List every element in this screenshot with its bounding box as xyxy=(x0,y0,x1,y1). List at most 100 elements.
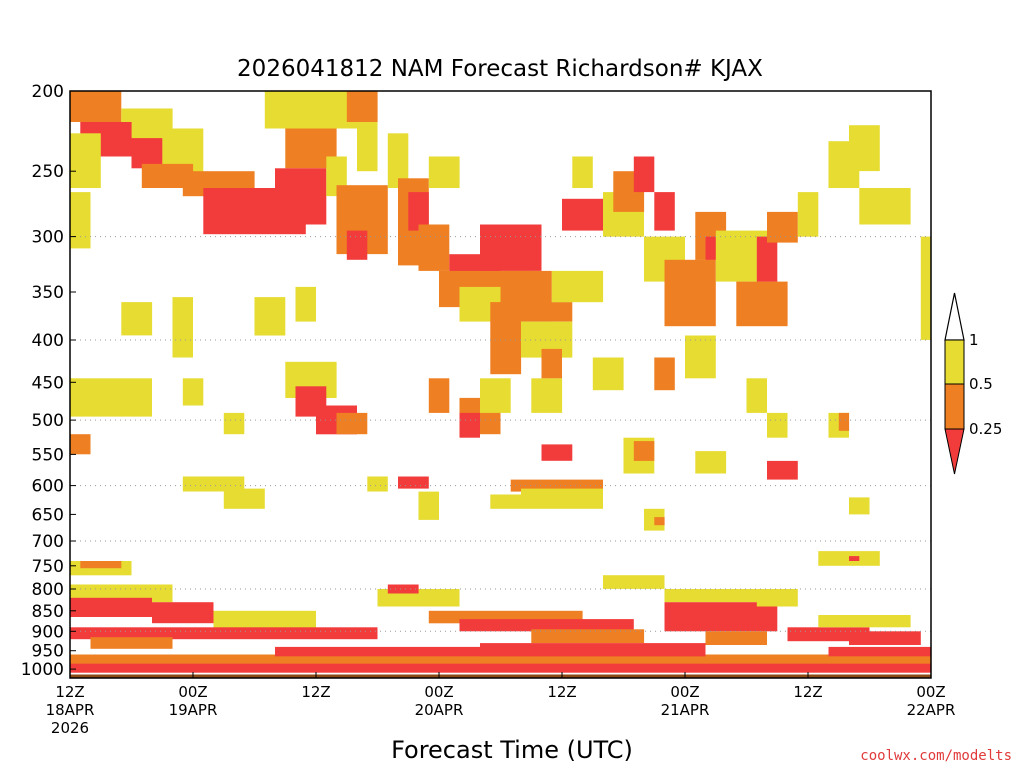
gridlines xyxy=(70,236,931,632)
ri-cell-high xyxy=(70,378,152,417)
ri-cell-high xyxy=(121,302,153,336)
ri-cell-high xyxy=(797,192,819,237)
ri-cell-mid xyxy=(838,412,850,431)
ri-cell-high xyxy=(920,236,931,340)
ri-cell-low xyxy=(387,584,419,594)
ri-cell-high xyxy=(223,412,245,435)
ri-cell-high xyxy=(418,491,439,520)
y-tick-label: 1000 xyxy=(21,660,64,680)
ri-cell-mid xyxy=(90,637,173,649)
ri-cell-low xyxy=(849,631,921,645)
y-tick-label: 350 xyxy=(32,283,64,303)
ri-cell-low xyxy=(633,156,655,193)
ri-cell-low xyxy=(480,224,542,271)
ri-cell-mid xyxy=(346,91,378,122)
ri-cell-high xyxy=(357,122,378,172)
ri-cell-high xyxy=(664,589,767,603)
ri-cell-high xyxy=(428,156,460,188)
y-tick-label: 500 xyxy=(32,411,64,431)
ri-cell-high xyxy=(295,286,316,322)
ri-cell-low xyxy=(275,168,327,225)
ri-cell-low xyxy=(459,619,634,632)
y-tick-label: 200 xyxy=(32,82,64,102)
x-tick-label: 12Z xyxy=(301,683,330,701)
ri-cell-high xyxy=(264,91,358,129)
y-tick-label: 400 xyxy=(32,331,64,351)
x-tick-label: 12Z xyxy=(793,683,822,701)
x-tick-label: 12Z xyxy=(547,683,576,701)
ri-cell-low xyxy=(849,556,860,561)
colorbar-label-0.25: 0.25 xyxy=(969,420,1002,438)
ri-cell-mid xyxy=(541,348,562,379)
ri-cell-mid xyxy=(705,631,767,645)
y-tick-label: 600 xyxy=(32,477,64,497)
ri-cell-mid xyxy=(664,259,716,327)
x-tick-label: 20APR xyxy=(415,701,464,719)
ri-cell-low xyxy=(562,444,573,461)
y-tick-label: 850 xyxy=(32,602,64,622)
ri-cell-high xyxy=(490,494,522,509)
ri-cell-high xyxy=(480,378,511,413)
ri-cell-high xyxy=(746,378,767,413)
x-tick-label: 00Z xyxy=(178,683,207,701)
ri-cell-mid xyxy=(70,654,931,666)
ground-strip xyxy=(70,674,931,678)
x-tick-label: 12Z xyxy=(55,683,84,701)
ri-cell-high xyxy=(387,133,409,188)
ri-cell-high xyxy=(551,270,604,303)
x-tick-label: 18APR xyxy=(46,701,95,719)
x-tick-label: 19APR xyxy=(169,701,218,719)
ri-cell-low xyxy=(664,602,778,632)
colorbar: 1 0.5 0.25 xyxy=(944,292,1002,475)
ri-cell-high xyxy=(182,476,245,492)
ri-cell-high xyxy=(531,378,563,413)
ri-cell-low xyxy=(828,646,931,657)
ri-cell-mid xyxy=(70,434,91,455)
ri-cell-mid xyxy=(490,302,522,375)
ri-cell-high xyxy=(182,378,204,406)
ri-cell-low xyxy=(408,192,429,231)
colorbar-label-0.5: 0.5 xyxy=(969,375,993,393)
ri-cell-low xyxy=(70,627,378,640)
y-tick-label: 250 xyxy=(32,162,64,182)
x-tick-label: 22APR xyxy=(907,701,956,719)
x-axis-label: Forecast Time (UTC) xyxy=(391,736,633,764)
ri-cell-mid xyxy=(336,412,368,435)
ri-cell-mid xyxy=(70,91,122,122)
colorbar-top-arrow xyxy=(944,292,965,341)
ri-cell-high xyxy=(172,297,193,358)
ri-cell-high xyxy=(572,156,593,188)
ri-cell-low xyxy=(480,643,706,657)
ri-cell-high xyxy=(603,575,665,589)
ri-cell-mid xyxy=(428,378,450,413)
y-tick-label: 700 xyxy=(32,532,64,552)
ri-cell-low xyxy=(562,198,603,231)
ri-cell-low xyxy=(459,412,480,438)
credit-text: coolwx.com/modelts xyxy=(860,748,1012,764)
ri-cell-mid xyxy=(633,441,655,461)
plot-frame xyxy=(69,90,932,679)
ri-cell-high xyxy=(818,615,911,628)
ri-cell-low xyxy=(70,597,152,617)
ri-cell-high xyxy=(859,188,911,225)
ri-cell-high xyxy=(213,610,316,632)
y-tick-label: 750 xyxy=(32,557,64,577)
y-tick-label: 900 xyxy=(32,622,64,642)
ri-cell-high xyxy=(767,412,788,438)
ri-cell-mid xyxy=(654,517,665,526)
ri-cell-low xyxy=(346,230,368,260)
ri-cell-mid xyxy=(767,211,798,243)
x-tick-label: 00Z xyxy=(916,683,945,701)
ri-cell-low xyxy=(275,646,480,657)
ri-cell-mid xyxy=(531,629,645,644)
ri-cell-low xyxy=(541,444,562,461)
ri-cell-high xyxy=(695,451,727,474)
y-axis: 200 250 300 350 400 450 500 550 600 650 700 750 8008… xyxy=(21,82,76,680)
colorbar-bin-low xyxy=(944,428,965,475)
ri-cell-mid xyxy=(736,281,788,327)
y-tick-label: 650 xyxy=(32,505,64,525)
x-tick-label: 21APR xyxy=(661,701,710,719)
y-tick-label: 950 xyxy=(32,642,64,662)
